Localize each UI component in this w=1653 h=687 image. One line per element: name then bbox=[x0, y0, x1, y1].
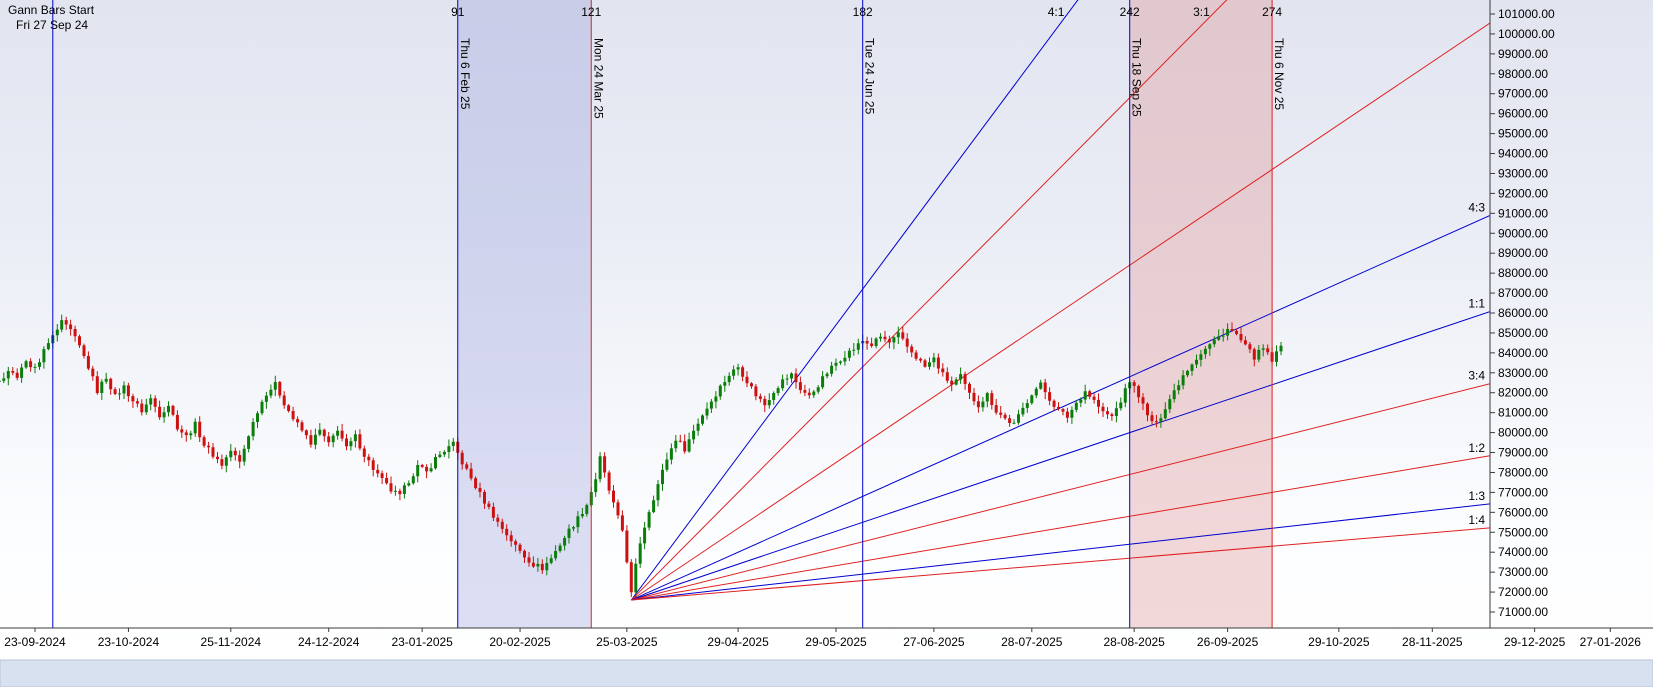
labels-layer: 4:1 3:1 4:3 1:1 3:4 1:2 1:3 1:4 91 Thu 6 Feb 25 12… bbox=[451, 5, 1485, 527]
x-axis-tick-label: 23-09-2024 bbox=[4, 635, 66, 649]
gann-vertical-date-label: Mon 24 Mar 25 bbox=[591, 38, 605, 119]
x-axis-tick-label: 25-03-2025 bbox=[596, 635, 658, 649]
gann-vertical-count-label: 182 bbox=[853, 5, 873, 19]
gann-fan-line-3-4 bbox=[631, 383, 1490, 601]
y-axis-tick-label: 88000.00 bbox=[1498, 266, 1548, 280]
gann-fan-label-right: 3:4 bbox=[1468, 369, 1485, 383]
gann-fan-label-top: 4:1 bbox=[1048, 5, 1065, 19]
x-axis-tick-label: 27-06-2025 bbox=[903, 635, 965, 649]
y-axis-tick-label: 86000.00 bbox=[1498, 306, 1548, 320]
gann-fan-label-right: 1:2 bbox=[1468, 441, 1485, 455]
y-axis-tick-label: 85000.00 bbox=[1498, 326, 1548, 340]
gann-vertical-date-label: Thu 6 Feb 25 bbox=[458, 38, 472, 110]
y-axis-tick-label: 83000.00 bbox=[1498, 366, 1548, 380]
x-axis-tick-label: 29-12-2025 bbox=[1504, 635, 1566, 649]
gann-verticals-layer bbox=[52, 0, 1273, 628]
x-axis-tick-label: 24-12-2024 bbox=[298, 635, 360, 649]
x-axis-tick-label: 25-11-2024 bbox=[201, 635, 262, 649]
gann-fan-line-4-3 bbox=[631, 214, 1490, 601]
gann-fan-label-top: 3:1 bbox=[1193, 5, 1210, 19]
y-axis-tick-label: 97000.00 bbox=[1498, 87, 1548, 101]
gann-vertical-count-label: 274 bbox=[1262, 5, 1282, 19]
x-axis-tick-label: 28-08-2025 bbox=[1103, 635, 1165, 649]
gann-vertical-count-label: 121 bbox=[581, 5, 601, 19]
gann-fan-line-1-4 bbox=[631, 527, 1490, 601]
y-axis-tick-label: 79000.00 bbox=[1498, 446, 1548, 460]
y-axis-tick-label: 74000.00 bbox=[1498, 545, 1548, 559]
gann-time-bands-layer bbox=[457, 0, 1273, 628]
y-axis-tick-label: 72000.00 bbox=[1498, 585, 1548, 599]
gann-fan-label-right: 1:1 bbox=[1468, 297, 1485, 311]
x-axis-tick-label: 29-10-2025 bbox=[1308, 635, 1370, 649]
y-axis-tick-label: 93000.00 bbox=[1498, 166, 1548, 180]
gann-vertical-date-label: Thu 6 Nov 25 bbox=[1272, 38, 1286, 110]
y-axis-tick-label: 100000.00 bbox=[1498, 27, 1555, 41]
gann-fan-line-1-3 bbox=[631, 503, 1490, 601]
y-axis-tick-label: 98000.00 bbox=[1498, 67, 1548, 81]
x-axis-tick-label: 23-10-2024 bbox=[98, 635, 160, 649]
y-axis-tick-label: 89000.00 bbox=[1498, 246, 1548, 260]
gann-bars-start-label: Gann Bars Start bbox=[8, 3, 95, 17]
y-axis-tick-label: 95000.00 bbox=[1498, 127, 1548, 141]
y-axis-tick-label: 76000.00 bbox=[1498, 505, 1548, 519]
gann-vertical-date-label: Tue 24 Jun 25 bbox=[863, 38, 877, 115]
x-axis-tick-label: 27-01-2026 bbox=[1580, 635, 1642, 649]
x-axis-tick-label: 28-07-2025 bbox=[1001, 635, 1063, 649]
gann-time-band bbox=[1129, 0, 1273, 628]
gann-time-band bbox=[457, 0, 592, 628]
gann-vertical-date-label: Thu 18 Sep 25 bbox=[1130, 38, 1144, 117]
x-axis-tick-label: 26-09-2025 bbox=[1197, 635, 1259, 649]
y-axis-tick-label: 96000.00 bbox=[1498, 107, 1548, 121]
x-axis-tick-label: 28-11-2025 bbox=[1402, 635, 1463, 649]
y-axis-tick-label: 87000.00 bbox=[1498, 286, 1548, 300]
gann-vertical-count-label: 91 bbox=[451, 5, 465, 19]
axes-layer: 71000.00 72000.00 73000.00 74000.00 75000.00… bbox=[0, 0, 1653, 649]
x-axis-tick-label: 29-05-2025 bbox=[805, 635, 867, 649]
y-axis-tick-label: 80000.00 bbox=[1498, 426, 1548, 440]
y-axis-tick-label: 71000.00 bbox=[1498, 605, 1548, 619]
chart-background bbox=[0, 0, 1653, 660]
gann-start-date-label: Fri 27 Sep 24 bbox=[16, 18, 88, 32]
y-axis-tick-label: 84000.00 bbox=[1498, 346, 1548, 360]
gann-fan-line-unlabeled bbox=[631, 22, 1490, 601]
gann-fan-line-4-1 bbox=[630, 0, 1079, 601]
gann-fan-layer bbox=[630, 0, 1490, 601]
gann-fan-line-3-1 bbox=[630, 0, 1228, 601]
x-axis-tick-label: 29-04-2025 bbox=[707, 635, 769, 649]
gann-fan-line-1-2 bbox=[631, 455, 1490, 601]
gann-fan-line-1-1 bbox=[631, 311, 1490, 601]
gann-fan-label-right: 1:4 bbox=[1468, 513, 1485, 527]
y-axis-tick-label: 77000.00 bbox=[1498, 485, 1548, 499]
gann-fan-label-right: 1:3 bbox=[1468, 489, 1485, 503]
x-axis-tick-label: 23-01-2025 bbox=[391, 635, 453, 649]
y-axis-tick-label: 91000.00 bbox=[1498, 206, 1548, 220]
y-axis-tick-label: 92000.00 bbox=[1498, 186, 1548, 200]
y-axis-tick-label: 101000.00 bbox=[1498, 7, 1555, 21]
y-axis-tick-label: 90000.00 bbox=[1498, 226, 1548, 240]
gann-fan-label-right: 4:3 bbox=[1468, 200, 1485, 214]
gann-vertical-count-label: 242 bbox=[1120, 5, 1140, 19]
candlestick-series bbox=[0, 314, 1283, 598]
y-axis-tick-label: 82000.00 bbox=[1498, 386, 1548, 400]
y-axis-tick-label: 78000.00 bbox=[1498, 465, 1548, 479]
y-axis-tick-label: 75000.00 bbox=[1498, 525, 1548, 539]
y-axis-tick-label: 99000.00 bbox=[1498, 47, 1548, 61]
x-axis-tick-label: 20-02-2025 bbox=[489, 635, 551, 649]
horizontal-scrollbar[interactable] bbox=[0, 659, 1653, 687]
y-axis-tick-label: 81000.00 bbox=[1498, 406, 1548, 420]
y-axis-tick-label: 94000.00 bbox=[1498, 147, 1548, 161]
y-axis-tick-label: 73000.00 bbox=[1498, 565, 1548, 579]
